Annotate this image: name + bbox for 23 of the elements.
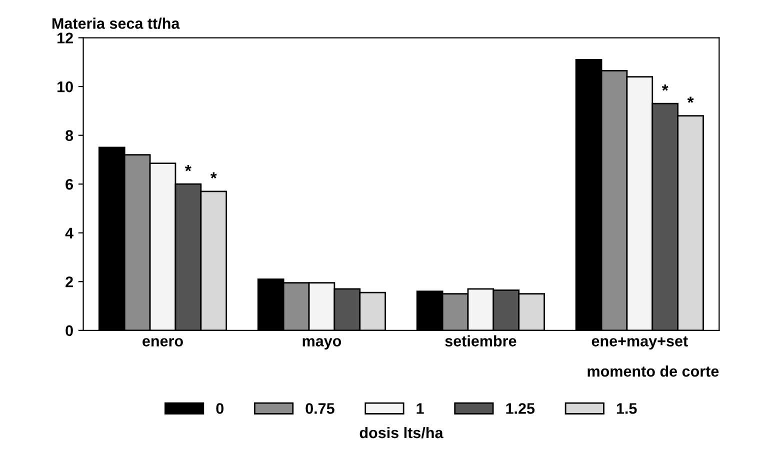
- x-axis-title: momento de corte: [588, 366, 719, 377]
- legend-label: 0.75: [306, 403, 334, 414]
- legend-title: dosis lts/ha: [360, 426, 444, 438]
- y-tick-label: 8: [66, 130, 74, 141]
- y-tick-label: 6: [66, 178, 73, 190]
- data-label: *: [184, 164, 192, 172]
- data-label: *: [210, 172, 217, 179]
- y-tick-label: 12: [58, 32, 73, 44]
- x-tick-label: enero: [142, 338, 183, 346]
- data-label: *: [662, 84, 668, 91]
- y-tick-label: 2: [66, 276, 73, 288]
- x-tick-label: setiembre: [445, 335, 516, 346]
- x-tick-label: ene+may+set: [592, 336, 688, 350]
- legend-label: 1.5: [616, 403, 637, 414]
- y-axis-title: Materia seca tt/ha: [52, 18, 180, 30]
- legend-label: 1: [416, 403, 424, 414]
- y-tick-label: 4: [65, 228, 74, 238]
- y-tick-label: 10: [58, 81, 73, 92]
- legend-label: 0: [216, 403, 224, 414]
- y-tick-label: 0: [66, 325, 73, 336]
- x-tick-label: mayo: [302, 338, 342, 350]
- legend-label: 1.25: [506, 403, 535, 414]
- data-label: *: [687, 96, 694, 103]
